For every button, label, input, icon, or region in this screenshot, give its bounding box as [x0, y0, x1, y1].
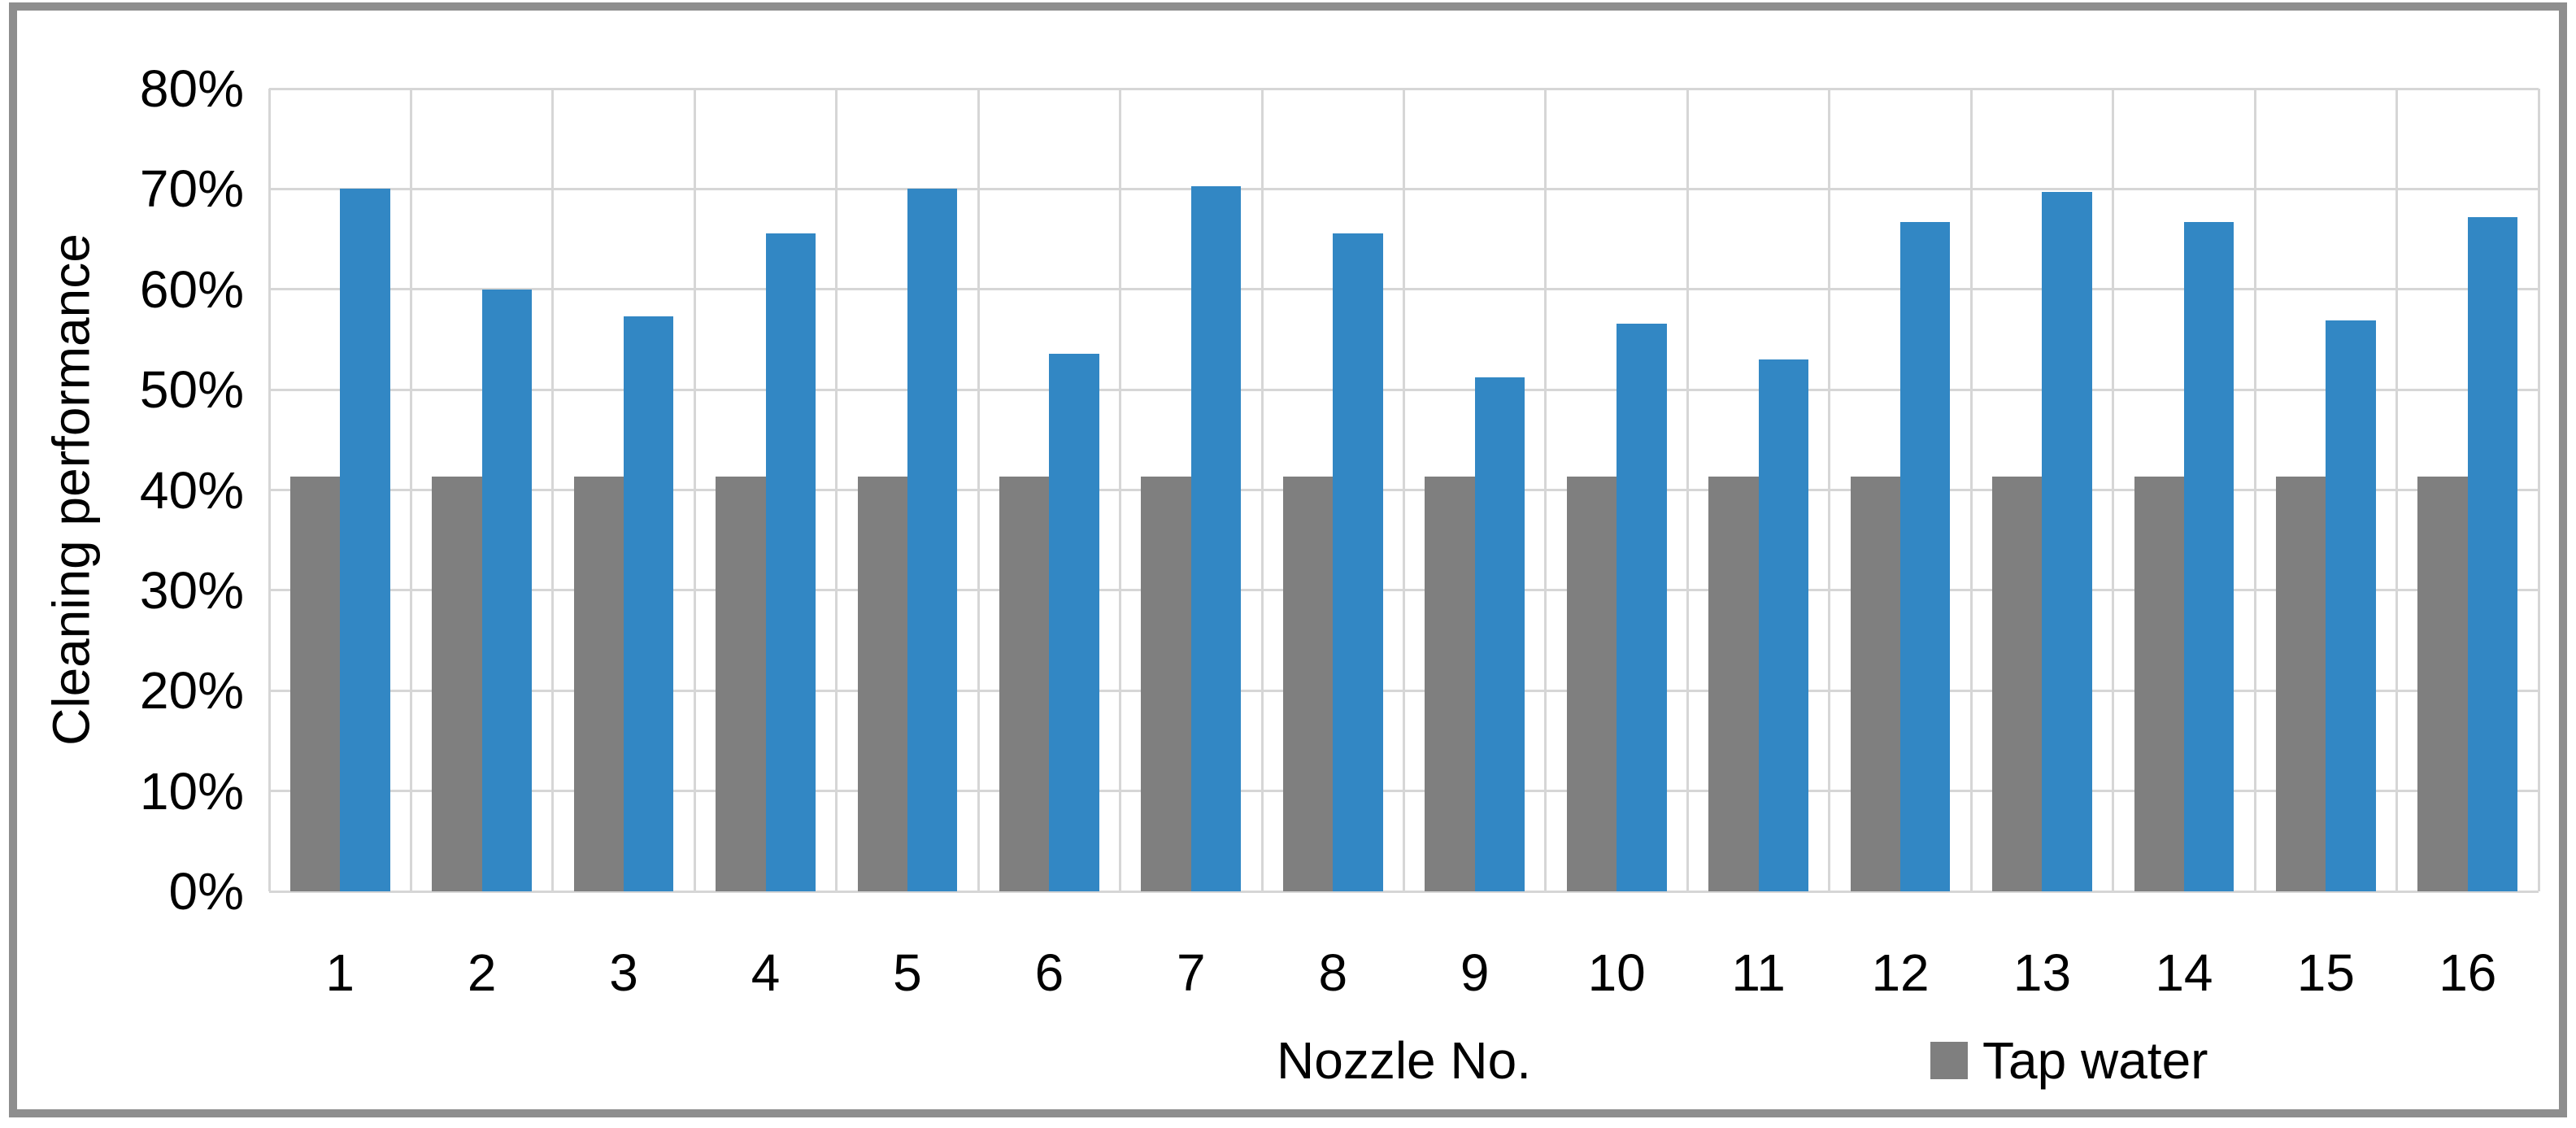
legend-label-tap-water: Tap water	[1982, 1031, 2208, 1090]
x-tick-label-4: 4	[751, 943, 781, 1002]
gridline-vertical	[1260, 89, 1264, 891]
bar-blue-6	[1049, 353, 1099, 891]
bar-tap-water-16	[2417, 477, 2468, 891]
gridline-vertical	[2537, 89, 2540, 891]
bar-tap-water-6	[999, 477, 1050, 891]
bar-tap-water-11	[1708, 477, 1759, 891]
bar-tap-water-2	[432, 477, 482, 891]
gridline-vertical	[1969, 89, 1973, 891]
bar-tap-water-8	[1282, 477, 1334, 891]
category-cell-4	[694, 89, 836, 891]
legend: Tap water	[1930, 1034, 2208, 1087]
x-tick-label-6: 6	[1034, 943, 1064, 1002]
gridline-vertical	[1403, 89, 1405, 891]
category-cell-15	[2255, 89, 2396, 891]
bar-tap-water-12	[1850, 477, 1901, 891]
y-tick-label-50pct: 50%	[139, 360, 244, 420]
bar-tap-water-4	[716, 477, 766, 891]
gridline-vertical	[2395, 89, 2399, 891]
bar-blue-16	[2467, 216, 2518, 891]
category-cell-7	[1120, 89, 1262, 891]
category-cell-11	[1687, 89, 1829, 891]
bar-blue-9	[1474, 377, 1525, 891]
x-tick-label-2: 2	[467, 943, 497, 1002]
category-cell-13	[1971, 89, 2113, 891]
x-tick-label-16: 16	[2439, 943, 2497, 1002]
gridline-vertical	[2112, 89, 2115, 891]
bar-tap-water-1	[289, 477, 341, 891]
x-tick-label-1: 1	[325, 943, 355, 1002]
y-tick-label-80pct: 80%	[139, 59, 244, 118]
y-tick-label-70pct: 70%	[139, 159, 244, 219]
x-tick-label-7: 7	[1177, 943, 1206, 1002]
gridline-vertical	[1828, 89, 1831, 891]
bar-blue-1	[340, 189, 390, 891]
category-cell-6	[978, 89, 1120, 891]
category-cell-2	[411, 89, 552, 891]
bar-blue-2	[481, 289, 533, 891]
x-tick-label-12: 12	[1871, 943, 1930, 1002]
category-cell-12	[1830, 89, 1971, 891]
category-cell-8	[1262, 89, 1403, 891]
bar-tap-water-5	[857, 477, 907, 891]
bar-blue-5	[907, 189, 958, 891]
bar-blue-12	[1900, 222, 1951, 891]
x-tick-label-5: 5	[893, 943, 922, 1002]
bars-layer	[269, 89, 2539, 891]
y-tick-label-0pct: 0%	[168, 862, 245, 921]
category-cell-14	[2113, 89, 2255, 891]
gridline-vertical	[977, 89, 980, 891]
plot-area	[268, 87, 2540, 893]
bar-blue-4	[765, 233, 816, 891]
x-tick-label-11: 11	[1731, 943, 1786, 1002]
bar-blue-3	[624, 316, 674, 891]
x-tick-label-14: 14	[2155, 943, 2213, 1002]
x-axis-title: Nozzle No.	[1277, 1031, 1531, 1090]
category-cell-10	[1546, 89, 1687, 891]
bar-tap-water-10	[1566, 477, 1617, 891]
x-tick-label-10: 10	[1587, 943, 1646, 1002]
bar-tap-water-9	[1425, 477, 1475, 891]
x-tick-label-15: 15	[2296, 943, 2355, 1002]
gridline-horizontal	[269, 890, 2539, 893]
y-tick-label-20pct: 20%	[139, 661, 244, 721]
y-tick-label-40pct: 40%	[139, 460, 244, 520]
bar-blue-13	[2042, 192, 2092, 891]
bar-blue-15	[2326, 320, 2376, 891]
bar-blue-7	[1190, 185, 1242, 891]
bar-blue-8	[1333, 233, 1383, 891]
bar-blue-11	[1758, 359, 1808, 891]
x-axis-tick-labels: 1 2 3 4 5 6 7 8 9 10 11 12 13 14 15 16	[269, 947, 2539, 999]
gridline-vertical	[693, 89, 696, 891]
x-tick-label-9: 9	[1460, 943, 1490, 1002]
category-cell-9	[1404, 89, 1546, 891]
x-tick-label-8: 8	[1318, 943, 1348, 1002]
legend-swatch-tap-water	[1930, 1042, 1968, 1079]
gridline-vertical	[268, 89, 271, 891]
bar-tap-water-14	[2134, 477, 2184, 891]
bar-tap-water-13	[1992, 477, 2043, 891]
gridline-vertical	[1544, 89, 1547, 891]
gridline-vertical	[551, 89, 555, 891]
y-tick-label-30pct: 30%	[139, 560, 244, 620]
category-cell-16	[2397, 89, 2539, 891]
bar-tap-water-7	[1141, 477, 1191, 891]
category-cell-3	[553, 89, 694, 891]
bar-tap-water-3	[573, 477, 624, 891]
category-cell-5	[837, 89, 978, 891]
gridline-vertical	[2253, 89, 2256, 891]
x-tick-label-13: 13	[2012, 943, 2072, 1002]
gridline-vertical	[409, 89, 412, 891]
bar-tap-water-15	[2275, 477, 2326, 891]
bar-blue-14	[2183, 222, 2234, 891]
gridline-vertical	[835, 89, 838, 891]
gridline-vertical	[1686, 89, 1689, 891]
x-tick-label-3: 3	[609, 943, 638, 1002]
gridline-vertical	[1119, 89, 1122, 891]
y-tick-label-60pct: 60%	[139, 259, 244, 319]
y-tick-label-10pct: 10%	[139, 761, 244, 821]
category-cell-1	[269, 89, 411, 891]
bar-blue-10	[1617, 323, 1667, 891]
